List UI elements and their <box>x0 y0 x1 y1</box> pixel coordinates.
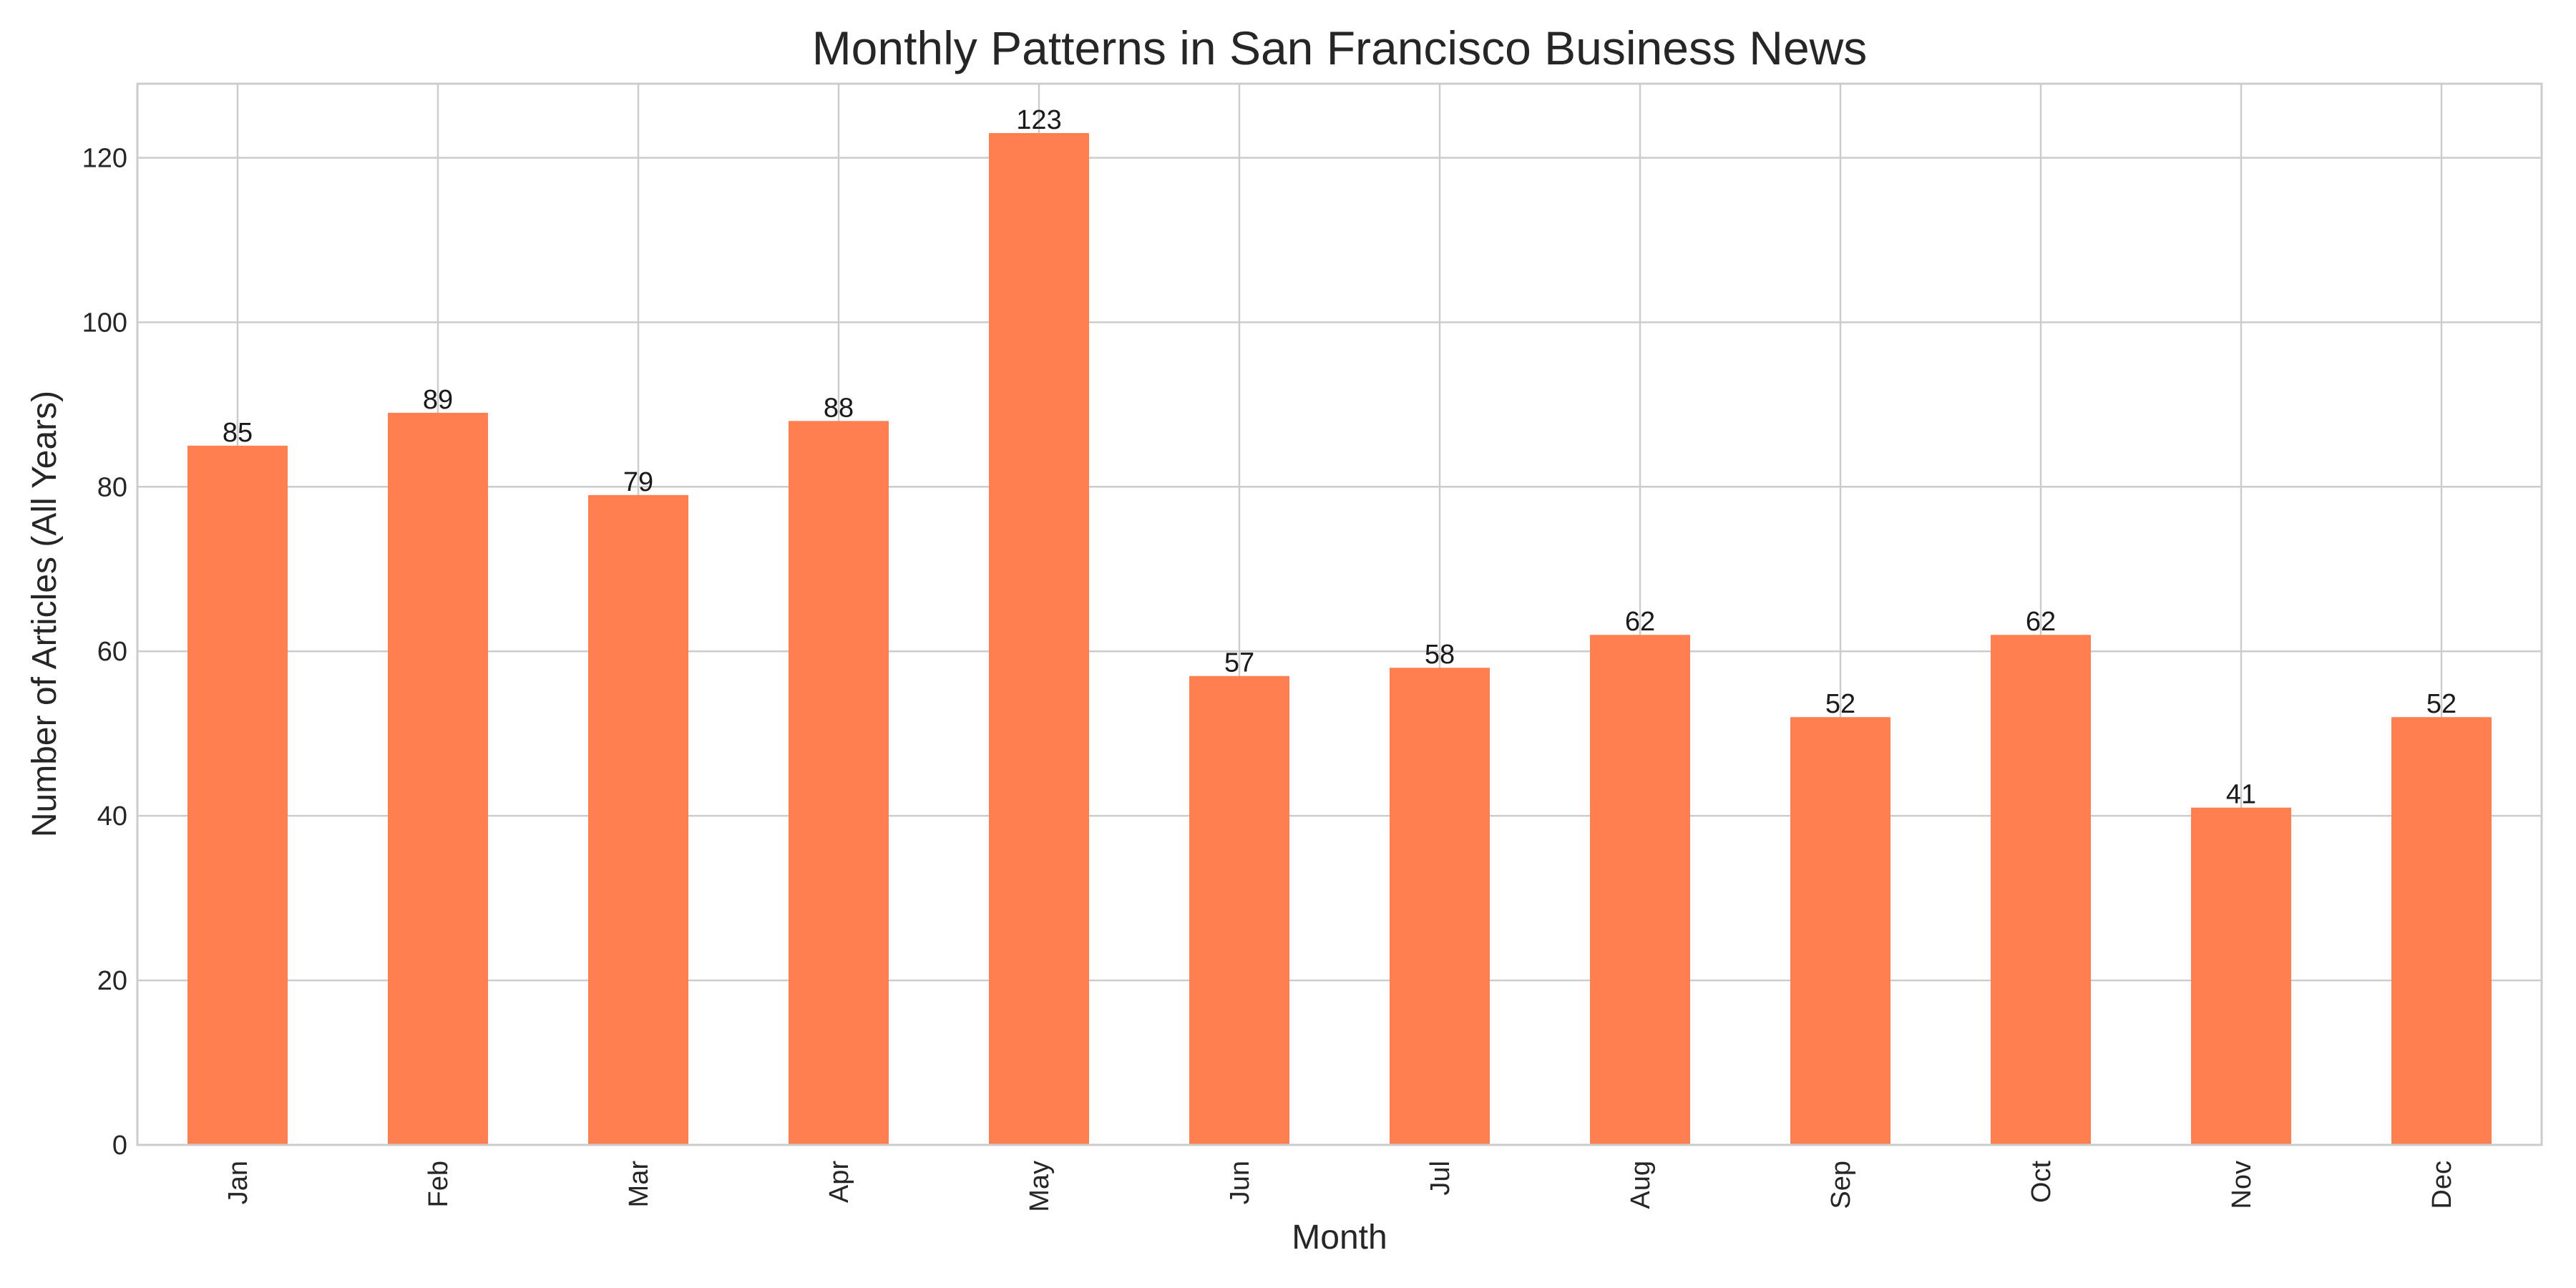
chart-title: Monthly Patterns in San Francisco Busine… <box>812 21 1868 74</box>
x-tick-label: Dec <box>2427 1161 2457 1209</box>
plot-frame <box>136 82 2543 1146</box>
y-tick-labels: 0 20 40 60 80 100 120 <box>82 143 127 1161</box>
bar-nov <box>2191 807 2291 1145</box>
data-label-layer: 85 89 79 88 123 57 58 62 52 62 41 52 <box>223 105 2457 810</box>
bar-mar <box>588 494 688 1145</box>
x-tick-label: Jul <box>1425 1161 1455 1196</box>
bar-value-label: 62 <box>1625 607 1655 637</box>
x-tick-label: Sep <box>1826 1161 1856 1209</box>
bar-sep <box>1790 717 1890 1145</box>
y-tick-label: 40 <box>97 801 127 831</box>
x-tick-label: Feb <box>424 1161 454 1207</box>
y-tick-label: 20 <box>97 966 127 996</box>
y-tick-label: 100 <box>82 308 127 338</box>
bar-value-label: 85 <box>223 418 253 448</box>
bar-value-label: 58 <box>1425 640 1455 670</box>
y-axis-label: Number of Articles (All Years) <box>26 391 64 837</box>
bar-value-label: 41 <box>2226 780 2256 810</box>
x-tick-label: May <box>1025 1161 1055 1212</box>
x-tick-label: Apr <box>824 1161 854 1203</box>
y-tick-label: 0 <box>112 1131 127 1161</box>
grid-layer <box>137 84 2542 1146</box>
bar-value-label: 62 <box>2026 607 2056 637</box>
x-tick-label: Jun <box>1225 1161 1255 1204</box>
bar-jun <box>1189 675 1289 1145</box>
x-tick-labels: Jan Feb Mar Apr May Jun Jul Aug Sep Oct Nov Dec <box>223 1161 2457 1212</box>
bar-value-label: 57 <box>1224 648 1254 678</box>
x-axis-label: Month <box>1292 1219 1387 1257</box>
bar-feb <box>388 412 488 1145</box>
x-tick-label: Oct <box>2026 1161 2057 1204</box>
x-tick-label: Jan <box>223 1161 253 1204</box>
bar-layer <box>187 132 2492 1145</box>
bar-aug <box>1590 635 1690 1145</box>
bar-jan <box>187 445 288 1145</box>
bar-apr <box>789 421 889 1145</box>
bar-value-label: 52 <box>1825 689 1855 719</box>
bar-value-label: 52 <box>2426 689 2457 719</box>
x-tick-label: Aug <box>1626 1161 1656 1209</box>
x-tick-label: Nov <box>2227 1161 2257 1209</box>
y-tick-label: 120 <box>82 143 127 173</box>
bar-value-label: 123 <box>1016 105 1061 135</box>
bar-oct <box>1991 635 2091 1145</box>
y-tick-label: 80 <box>97 472 127 502</box>
bar-jul <box>1390 668 1490 1145</box>
bar-value-label: 88 <box>824 393 854 423</box>
bar-value-label: 89 <box>423 385 453 415</box>
bar-may <box>989 132 1089 1145</box>
x-tick-label: Mar <box>624 1161 654 1208</box>
bar-dec <box>2391 717 2492 1145</box>
y-tick-label: 60 <box>97 637 127 667</box>
bar-value-label: 79 <box>623 467 653 497</box>
